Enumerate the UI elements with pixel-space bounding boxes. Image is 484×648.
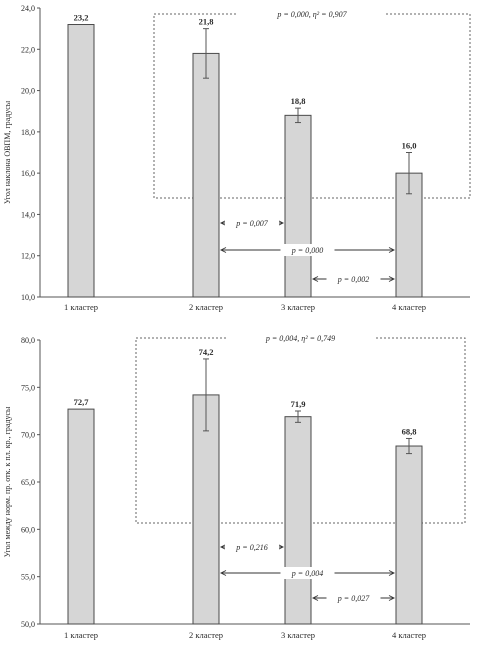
comparison-arrowhead [277,544,285,550]
comparison-label-bg [280,567,335,579]
comparison-arrowhead [388,570,396,576]
comparison-arrowhead [277,220,285,226]
y-tick-label: 75,0 [21,383,35,392]
comparison-label: p = 0,216 [235,543,267,552]
y-tick-label: 80,0 [21,336,35,345]
bar [67,408,95,625]
comparison-label: p = 0,004 [291,569,323,578]
comparison-arrowhead [311,595,319,601]
y-tick-label: 20,0 [21,87,35,96]
y-tick-label: 22,0 [21,45,35,54]
comparison-label: p = 0,002 [337,275,369,284]
data-label: 16,0 [402,141,417,151]
comparison-arrowhead [311,276,319,282]
data-label: 68,8 [402,426,417,436]
group-annotation-bg [226,332,375,344]
bar [67,24,95,298]
category-label: 4 кластер [392,302,426,312]
bar [284,416,312,625]
bar [284,114,312,298]
comparison-label-bg [225,217,279,229]
category-label: 3 кластер [281,302,315,312]
comparison-label-bg [326,592,381,604]
bar [192,52,220,298]
comparison-arrowhead [219,220,227,226]
comparison-arrowhead [219,247,227,253]
group-annotation-bg [238,8,386,20]
y-tick-label: 14,0 [21,210,35,219]
y-axis-label: Угол между норм. пр. отк. к пл. кр., гра… [3,406,12,557]
data-label: 18,8 [291,96,306,106]
data-label: 71,9 [291,399,306,409]
comparison-arrowhead [219,544,227,550]
group-annotation: p = 0,000, η² = 0,907 [276,10,347,19]
comparison-arrowhead [388,276,396,282]
comparison-label: p = 0,027 [337,594,370,603]
data-label: 21,8 [199,17,214,27]
y-axis-label: Угол наклона ОВПМ, градусы [3,100,12,204]
comparison-label: p = 0,000 [291,246,323,255]
y-tick-label: 10,0 [21,293,35,302]
comparison-arrowhead [219,570,227,576]
y-tick-label: 70,0 [21,431,35,440]
y-tick-label: 16,0 [21,169,35,178]
category-label: 2 кластер [189,630,223,640]
category-label: 1 кластер [64,630,98,640]
category-label: 1 кластер [64,302,98,312]
chart-panel-2: 50,0 55,0 60,0 65,0 70,0 75,0 80,0 Угол между н… [3,332,470,640]
bar [395,445,423,625]
y-tick-label: 65,0 [21,478,35,487]
data-label: 72,7 [74,397,90,407]
y-tick-label: 18,0 [21,128,35,137]
comparison-label-bg [326,273,381,285]
comparison-label-bg [280,244,335,256]
comparison-label: p = 0,007 [235,219,268,228]
group-annotation: p = 0,004, η² = 0,749 [265,334,335,343]
y-tick-label: 60,0 [21,525,35,534]
comparison-arrowhead [388,247,396,253]
category-label: 3 кластер [281,630,315,640]
data-label: 74,2 [199,347,214,357]
y-tick-label: 50,0 [21,620,35,629]
chart-panel-1: 10,0 12,0 14,0 16,0 18,0 20,0 22,0 24,0 Угол нак… [3,4,471,312]
y-tick-label: 12,0 [21,252,35,261]
y-tick-label: 55,0 [21,573,35,582]
y-tick-label: 24,0 [21,4,35,13]
category-label: 2 кластер [189,302,223,312]
category-label: 4 кластер [392,630,426,640]
bar [192,394,220,625]
comparison-label-bg [225,541,279,553]
data-label: 23,2 [74,13,89,23]
comparison-arrowhead [388,595,396,601]
